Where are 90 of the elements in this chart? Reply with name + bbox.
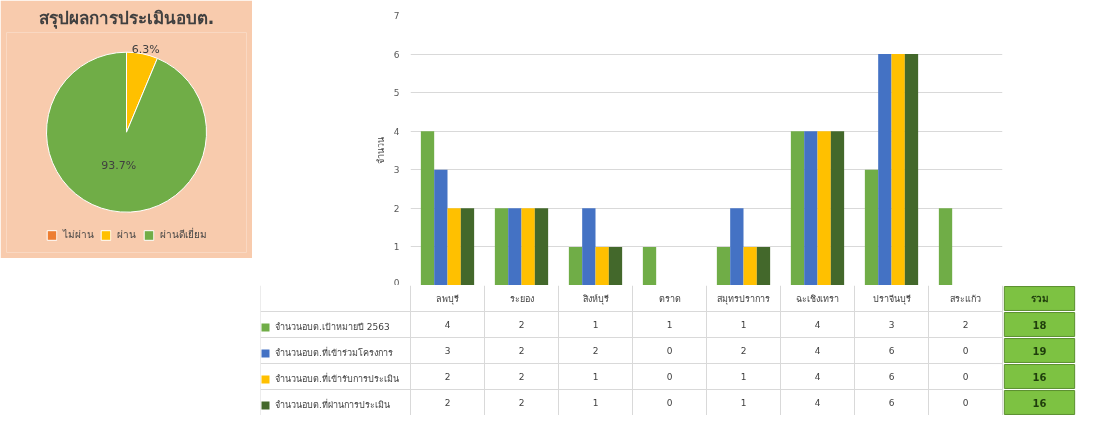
chart-title: สรุปผลการประเมินอบต. (38, 7, 215, 29)
x-tick-label: สระแก้ว (950, 293, 981, 304)
data-label: 6.3% (131, 43, 160, 57)
data-label: 2 (592, 346, 599, 356)
data-label: 1 (740, 320, 747, 330)
y-tick-label: 2 (393, 203, 400, 214)
bar (817, 131, 831, 285)
text: 19 (1032, 345, 1047, 357)
data-label: 2 (518, 398, 525, 408)
y-tick-label: 3 (393, 165, 400, 176)
bar (582, 208, 596, 285)
y-axis-title: จำนวน (375, 137, 386, 164)
data-label: 4 (444, 320, 451, 330)
bar (595, 246, 609, 285)
bar (790, 131, 805, 285)
data-label: 1 (592, 372, 599, 382)
legend-label: ไม่ผ่าน (62, 228, 94, 242)
data-label: 2 (740, 346, 747, 356)
data-label: 2 (518, 320, 525, 330)
bar (830, 131, 845, 285)
data-label: 4 (814, 372, 821, 382)
legend-label: จำนวนอบต.ที่เข้ารับการประเมิน (275, 372, 399, 386)
data-label: 0 (666, 372, 673, 382)
data-label: 4 (814, 320, 821, 330)
legend-label: ผ่าน (116, 228, 137, 242)
y-tick-label: 5 (393, 88, 400, 99)
bar (891, 54, 905, 285)
y-tick-label: 4 (393, 126, 400, 137)
data-label: 6 (888, 372, 895, 382)
x-tick-label: สิงห์บุรี (582, 292, 609, 305)
bar (494, 208, 509, 285)
data-label: 2 (444, 372, 451, 382)
y-tick-label: 7 (393, 11, 400, 21)
bar (447, 208, 461, 285)
bar (938, 208, 953, 285)
bar (756, 246, 771, 285)
data-label: 1 (740, 398, 747, 408)
x-tick-label: ระยอง (509, 293, 534, 304)
legend-label: จำนวนอบต.ที่ผ่านการประเมิน (275, 398, 390, 412)
bar (878, 54, 892, 285)
bar (730, 208, 744, 285)
bar (460, 208, 475, 285)
legend-label: จำนวนอบต.เป้าหมายปี 2563 (275, 321, 390, 334)
data-label: 3 (888, 320, 895, 330)
bar (534, 208, 549, 285)
data-label: 4 (814, 346, 821, 356)
data-label: 4 (814, 398, 821, 408)
x-tick-label: ฉะเชิงเทรา (796, 293, 839, 304)
data-label: 1 (666, 320, 673, 330)
data-label: 0 (962, 346, 969, 356)
bar (608, 246, 623, 285)
bar (568, 246, 583, 285)
legend-label: ผ่านดีเยี่ยม (159, 227, 207, 242)
x-tick-label: ตราด (658, 293, 681, 304)
bar (864, 169, 879, 285)
data-label: 93.7% (101, 159, 137, 173)
data-label: 2 (962, 320, 969, 330)
data-label: 0 (962, 372, 969, 382)
y-tick-label: 0 (393, 277, 400, 288)
data-label: 0 (962, 398, 969, 408)
data-label: 3 (444, 346, 451, 356)
bar (434, 169, 448, 285)
data-label: 2 (518, 346, 525, 356)
bar (521, 208, 535, 285)
data-label: 6 (888, 398, 895, 408)
data-label: 2 (444, 398, 451, 408)
bar (508, 208, 522, 285)
bar (420, 131, 435, 285)
x-tick-label: สมุทรปราการ (717, 293, 770, 305)
y-tick-label: 1 (393, 242, 400, 253)
bar (743, 246, 757, 285)
text: รวม (1030, 293, 1049, 304)
data-label: 1 (740, 372, 747, 382)
data-label: 6 (888, 346, 895, 356)
text: 16 (1032, 371, 1047, 383)
bar (642, 246, 657, 285)
x-tick-label: ลพบุรี (436, 293, 459, 305)
data-label: 2 (518, 372, 525, 382)
data-label: 0 (666, 346, 673, 356)
data-label: 0 (666, 398, 673, 408)
y-tick-label: 6 (393, 49, 400, 60)
bar (716, 246, 731, 285)
text: 16 (1032, 397, 1047, 409)
bar (904, 54, 919, 285)
data-label: 1 (592, 398, 599, 408)
x-tick-label: ปราจีนบุรี (872, 293, 911, 305)
bar (804, 131, 818, 285)
text: 18 (1032, 319, 1047, 331)
data-label: 1 (592, 320, 599, 330)
legend-label: จำนวนอบต.ที่เข้าร่วมโครงการ (275, 346, 393, 360)
